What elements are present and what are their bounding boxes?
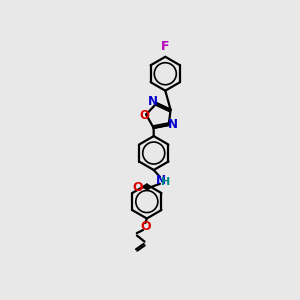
Text: O: O [140,220,151,233]
Text: H: H [161,176,171,187]
Text: N: N [148,95,158,108]
Text: N: N [156,174,166,187]
Text: O: O [140,109,150,122]
Text: F: F [161,40,170,53]
Text: O: O [132,181,143,194]
Text: N: N [168,118,178,131]
